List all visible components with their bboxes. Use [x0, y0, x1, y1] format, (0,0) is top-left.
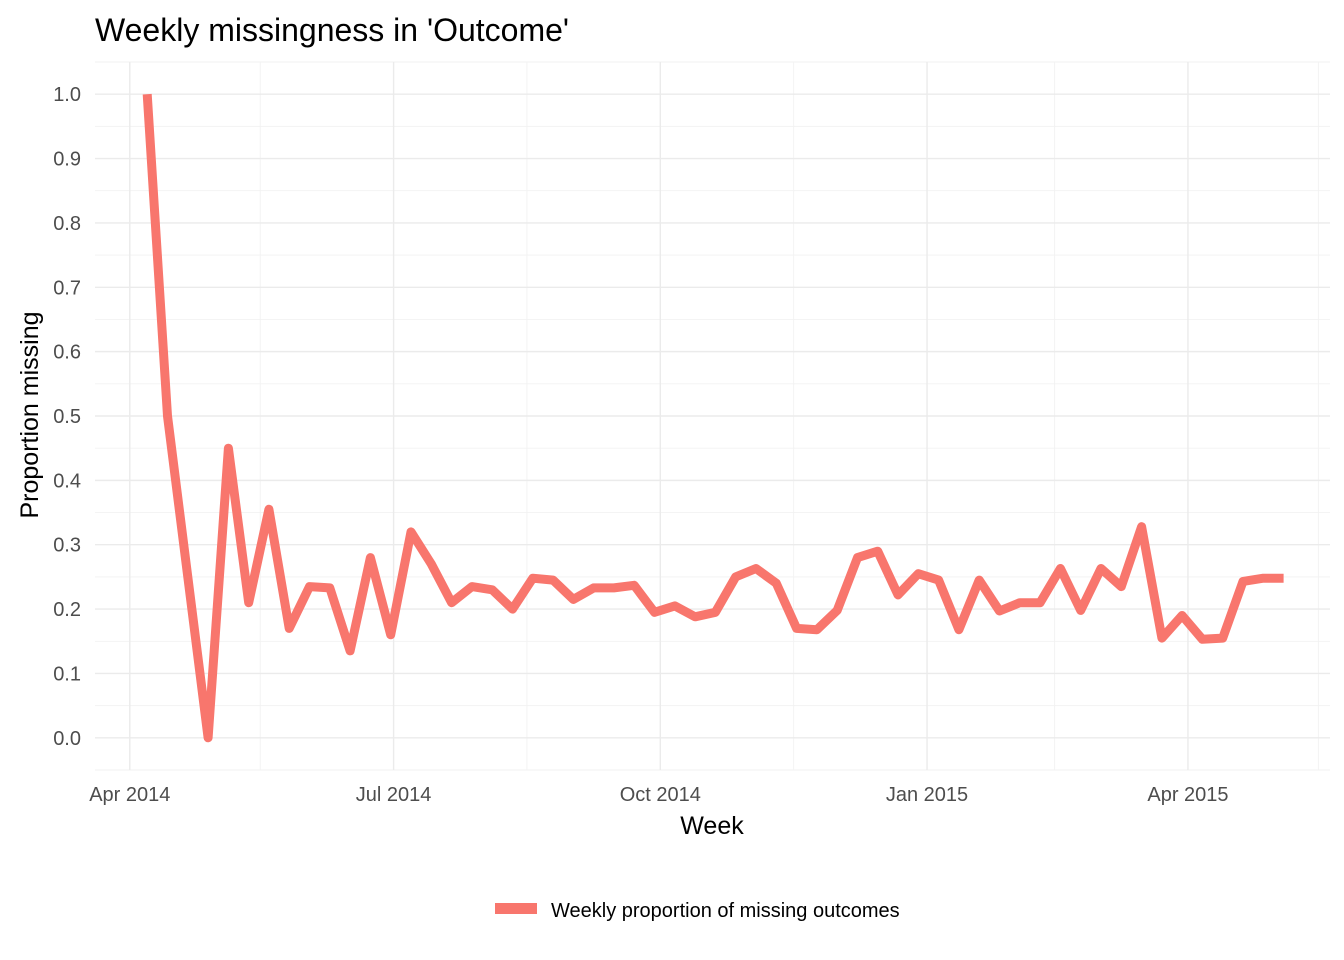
- legend: Weekly proportion of missing outcomes: [495, 900, 900, 922]
- y-tick-label: 0.9: [53, 149, 81, 171]
- series-line: [142, 93, 1284, 743]
- y-tick-label: 0.1: [53, 663, 81, 685]
- y-tick-label: 0.5: [53, 406, 81, 428]
- x-tick-label: Jan 2015: [886, 784, 968, 806]
- y-tick-label: 0.8: [53, 213, 81, 235]
- y-tick-label: 0.6: [53, 342, 81, 364]
- legend-key-swatch: [495, 903, 537, 914]
- y-tick-label: 0.4: [53, 470, 81, 492]
- y-tick-label: 0.3: [53, 535, 81, 557]
- y-tick-label: 1.0: [53, 84, 81, 106]
- y-tick-label: 0.0: [53, 728, 81, 750]
- series-layer: [142, 93, 1284, 743]
- y-axis-tick-labels: 0.0 0.1 0.2 0.3 0.4 0.5 0.6 0.7 0.8 0.9 1.0: [53, 84, 81, 750]
- major-gridlines: [95, 62, 1330, 770]
- x-axis-tick-labels: Apr 2014 Jul 2014 Oct 2014 Jan 2015 Apr 2015: [89, 784, 1228, 806]
- chart-title: Weekly missingness in 'Outcome': [95, 12, 569, 48]
- y-tick-label: 0.7: [53, 277, 81, 299]
- legend-label: Weekly proportion of missing outcomes: [551, 900, 900, 922]
- x-tick-label: Oct 2014: [620, 784, 701, 806]
- y-axis-title: Proportion missing: [16, 311, 44, 518]
- x-axis-title: Week: [680, 812, 744, 840]
- y-tick-label: 0.2: [53, 599, 81, 621]
- x-tick-label: Apr 2015: [1147, 784, 1228, 806]
- x-tick-label: Jul 2014: [356, 784, 432, 806]
- x-tick-label: Apr 2014: [89, 784, 170, 806]
